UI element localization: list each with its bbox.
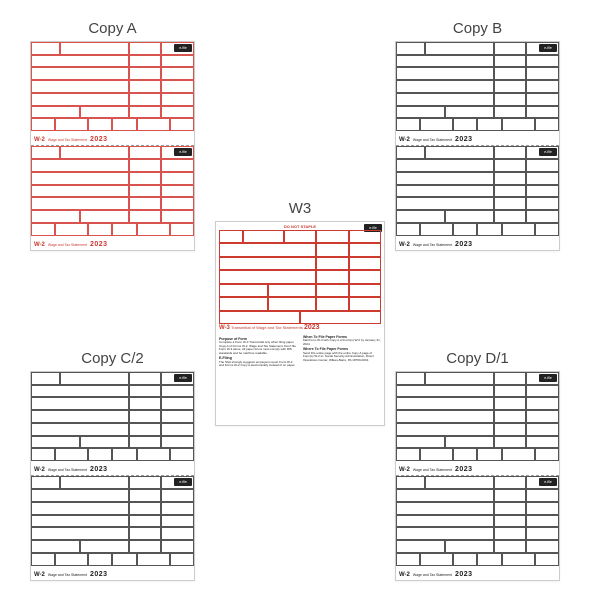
w3-grid [219, 230, 381, 324]
form-w3: W3 DO NOT STAPLE e-file W-3 Transmittal … [215, 200, 385, 426]
forms-grid: Copy A W-2Wage and Tax Statement2023e-fi… [0, 0, 600, 600]
w3-when: Mail Form W-3 with Copy A of Form(s) W-2… [303, 338, 381, 346]
label-copy-b: Copy B [395, 20, 560, 37]
sheet-copy-b: W-2Wage and Tax Statement2023e-file W-2W… [395, 41, 560, 251]
w2-bottom: W-2Wage and Tax Statement2023e-file [396, 146, 559, 250]
form-copy-b: Copy B W-2Wage and Tax Statement2023e-fi… [395, 20, 560, 251]
label-copy-c2: Copy C/2 [30, 350, 195, 367]
form-copy-c2: Copy C/2 W-2Wage and Tax Statement2023e-… [30, 350, 195, 581]
w3-body: DO NOT STAPLE e-file W-3 Transmittal of … [216, 222, 384, 425]
w3-purpose: Complete a Form W-3 Transmittal only whe… [219, 340, 296, 355]
w2-top: W-2Wage and Tax Statement2023e-file [31, 42, 194, 146]
form-copy-d1: Copy D/1 W-2Wage and Tax Statement2023e-… [395, 350, 560, 581]
w2-bottom: W-2Wage and Tax Statement2023e-file [396, 476, 559, 580]
w2-top: W-2Wage and Tax Statement2023e-file [31, 372, 194, 476]
sheet-w3: DO NOT STAPLE e-file W-3 Transmittal of … [215, 221, 385, 426]
label-w3: W3 [215, 200, 385, 217]
w3-title: Transmittal of Wage and Tax Statements [231, 325, 303, 330]
w3-instructions: Purpose of Form Complete a Form W-3 Tran… [219, 336, 381, 422]
sheet-copy-d1: W-2Wage and Tax Statement2023e-file W-2W… [395, 371, 560, 581]
form-copy-a: Copy A W-2Wage and Tax Statement2023e-fi… [30, 20, 195, 251]
w3-code: W-3 [219, 325, 230, 331]
w3-title-row: W-3 Transmittal of Wage and Tax Statemen… [219, 324, 381, 331]
w2-bottom: W-2Wage and Tax Statement2023e-file [31, 146, 194, 250]
sheet-copy-c2: W-2Wage and Tax Statement2023e-file W-2W… [30, 371, 195, 581]
sheet-copy-a: W-2Wage and Tax Statement2023e-file W-2W… [30, 41, 195, 251]
label-copy-a: Copy A [30, 20, 195, 37]
w2-bottom: W-2Wage and Tax Statement2023e-file [31, 476, 194, 580]
w3-where: Send this entire page with the entire Co… [303, 351, 374, 362]
label-copy-d1: Copy D/1 [395, 350, 560, 367]
w2-top: W-2Wage and Tax Statement2023e-file [396, 372, 559, 476]
w3-donotstaple: DO NOT STAPLE [216, 224, 384, 229]
w2-top: W-2Wage and Tax Statement2023e-file [396, 42, 559, 146]
w3-efiling: The SSA strongly suggests employers repo… [219, 360, 295, 368]
w3-year: 2023 [304, 324, 320, 331]
